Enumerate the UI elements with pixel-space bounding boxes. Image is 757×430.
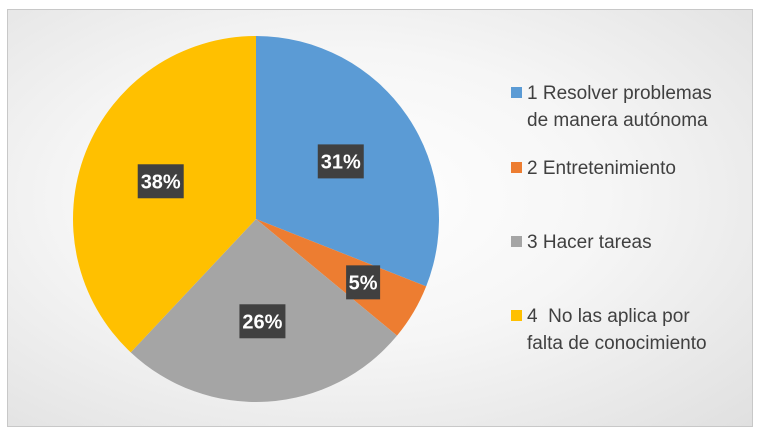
pie-data-labels: 31% 5% 26% 38% bbox=[137, 144, 381, 339]
legend-label-4: 4 No las aplica por falta de conocimient… bbox=[527, 306, 707, 354]
data-label-text: 26% bbox=[242, 311, 282, 333]
data-label-text: 38% bbox=[141, 171, 181, 193]
data-label-text: 31% bbox=[321, 151, 361, 173]
legend-item-1: 1 Resolver problemas de manera autónoma bbox=[511, 80, 712, 134]
data-label-background bbox=[137, 164, 184, 199]
slice-entretenimiento bbox=[256, 219, 427, 336]
legend-label-3: 3 Hacer tareas bbox=[527, 232, 652, 253]
legend-swatch-1 bbox=[511, 87, 522, 98]
legend-swatch-4 bbox=[511, 310, 522, 321]
data-label-background bbox=[239, 304, 286, 339]
legend-item-3: 3 Hacer tareas bbox=[511, 229, 652, 256]
data-label-2: 5% bbox=[346, 265, 381, 300]
legend-swatch-3 bbox=[511, 236, 522, 247]
data-label-background bbox=[317, 144, 364, 179]
data-label-text: 5% bbox=[349, 272, 378, 294]
legend-swatch-2 bbox=[511, 162, 522, 173]
legend-item-4: 4 No las aplica por falta de conocimient… bbox=[511, 303, 707, 357]
data-label-1: 31% bbox=[317, 144, 364, 179]
data-label-3: 26% bbox=[239, 304, 286, 339]
data-label-background bbox=[346, 265, 381, 300]
data-label-4: 38% bbox=[137, 164, 184, 199]
legend: 1 Resolver problemas de manera autónoma … bbox=[511, 80, 751, 380]
legend-label-1: 1 Resolver problemas de manera autónoma bbox=[527, 83, 712, 131]
legend-label-2: 2 Entretenimiento bbox=[527, 158, 676, 179]
legend-item-2: 2 Entretenimiento bbox=[511, 155, 676, 182]
pie-slices bbox=[73, 36, 440, 403]
